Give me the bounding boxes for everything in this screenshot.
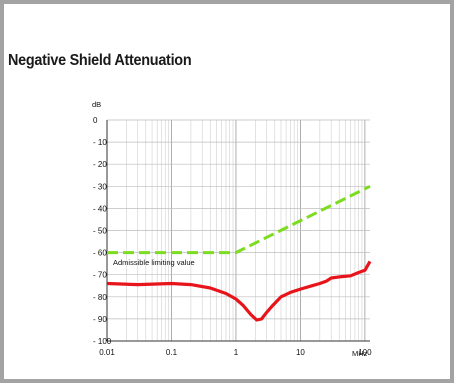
y-tick-label: - 20 [93,160,107,169]
y-tick-label: - 60 [93,249,107,258]
y-tick-label: - 90 [93,315,107,324]
series-line-limit [107,184,371,255]
y-tick-label: 0 [93,116,98,125]
series [106,184,372,322]
y-axis-unit: dB [92,100,101,109]
x-tick-label: 100 [358,348,372,357]
y-tick-label: - 40 [93,204,107,213]
series-line-attenuation [106,260,372,322]
x-tick-label: 0.1 [166,348,178,357]
y-tick-label: - 10 [93,138,107,147]
x-tick-label: 0.01 [99,348,115,357]
grid [106,119,370,342]
y-tick-label: - 70 [93,271,107,280]
y-tick-label: - 80 [93,293,107,302]
x-tick-label: 1 [234,348,239,357]
labels: dB MHz Admissible limiting value [92,100,368,358]
x-tick-label: 10 [296,348,305,357]
axes: 0 - 10 - 20 - 30 - 40 - 50 - 60 - 70 - 80 - 90 - 1… [93,116,372,357]
chart-title: Negative Shield Attenuation [8,52,192,69]
limit-annotation: Admissible limiting value [113,258,195,267]
x-axis-unit: MHz [352,349,368,358]
y-tick-label: - 100 [93,337,112,346]
y-tick-label: - 50 [93,227,107,236]
y-tick-label: - 30 [93,182,107,191]
